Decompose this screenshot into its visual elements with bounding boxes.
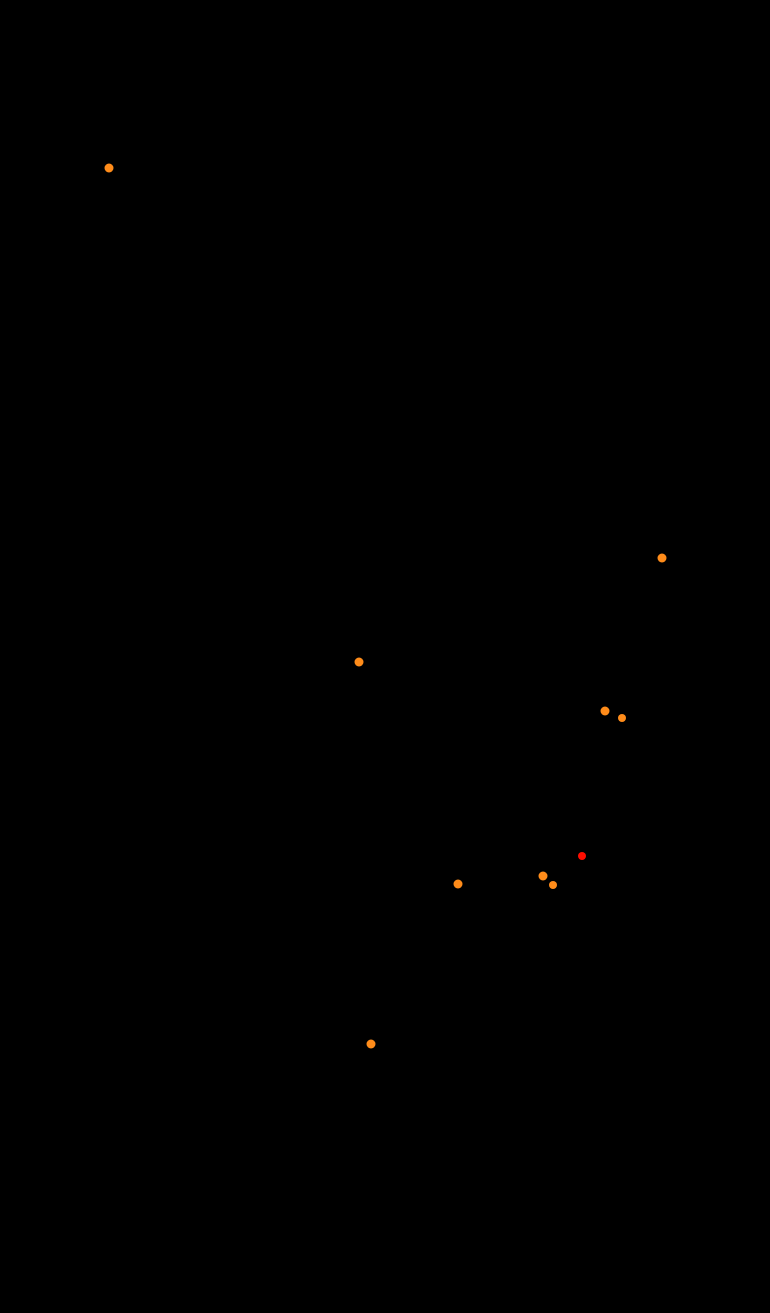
scatter-point [367, 1040, 376, 1049]
scatter-point [539, 872, 548, 881]
scatter-point [618, 714, 626, 722]
scatter-point [549, 881, 557, 889]
scatter-point [601, 707, 610, 716]
scatter-plot [0, 0, 770, 1313]
scatter-point [658, 554, 667, 563]
scatter-point [105, 164, 114, 173]
scatter-point [454, 880, 463, 889]
scatter-point [355, 658, 364, 667]
scatter-point [578, 852, 586, 860]
